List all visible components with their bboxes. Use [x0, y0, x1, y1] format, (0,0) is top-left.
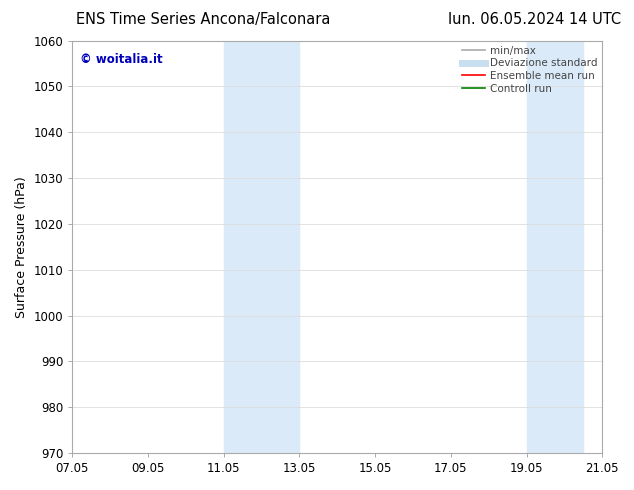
Y-axis label: Surface Pressure (hPa): Surface Pressure (hPa)	[15, 176, 28, 318]
Text: lun. 06.05.2024 14 UTC: lun. 06.05.2024 14 UTC	[448, 12, 621, 27]
Text: © woitalia.it: © woitalia.it	[81, 53, 163, 66]
Legend: min/max, Deviazione standard, Ensemble mean run, Controll run: min/max, Deviazione standard, Ensemble m…	[460, 44, 599, 96]
Bar	[527, 41, 583, 453]
Text: ENS Time Series Ancona/Falconara: ENS Time Series Ancona/Falconara	[76, 12, 330, 27]
Bar	[224, 41, 299, 453]
